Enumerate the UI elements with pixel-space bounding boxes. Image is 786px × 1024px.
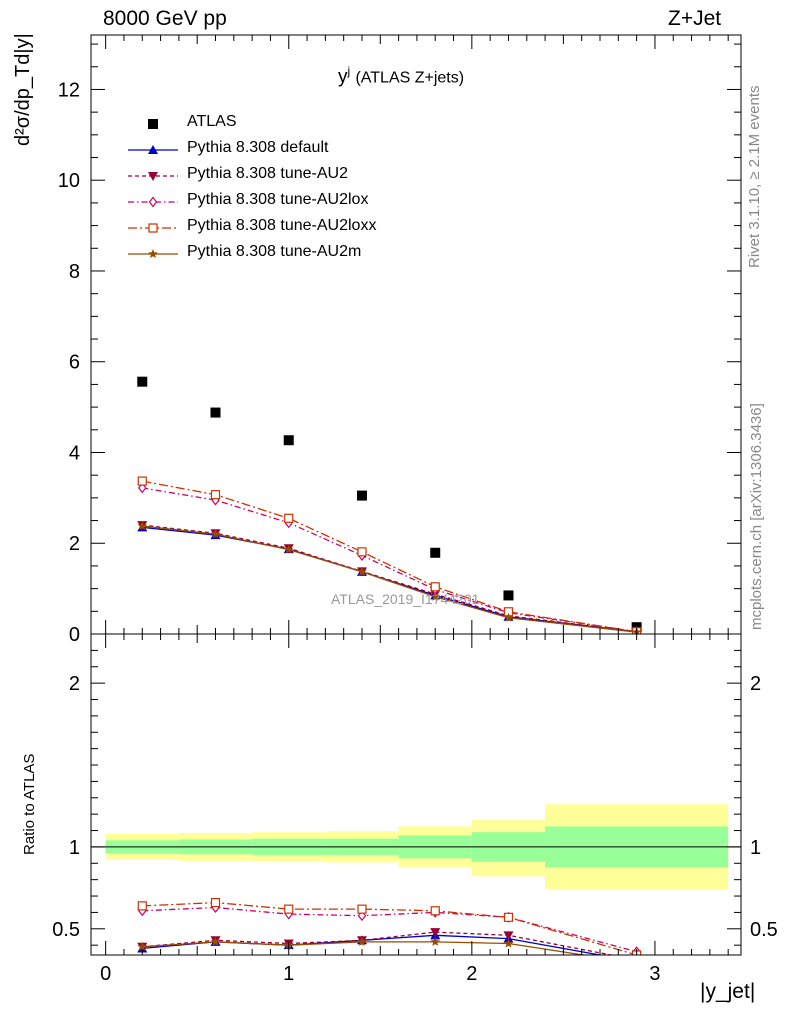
legend-entry-atlas: ATLAS: [128, 112, 448, 136]
main-point-atlas: [356, 490, 367, 501]
legend-label: Pythia 8.308 default: [187, 139, 329, 156]
x-tick-label: 2: [466, 963, 477, 985]
plot-title-main: y: [338, 66, 348, 88]
ratio-point-pythia-8-308-tune-au2m: [137, 941, 147, 951]
ratio-y-tick-label-right: 1: [750, 837, 761, 859]
legend-entry-pythia-8-308-tune-au2lox: Pythia 8.308 tune-AU2lox: [128, 190, 448, 214]
main-y-axis-label-text: d²σ/dp_Td|y|: [12, 33, 34, 146]
ratio-point-pythia-8-308-tune-au2m: [430, 936, 440, 946]
legend-marker: [148, 145, 158, 154]
x-tick-label: 1: [283, 963, 294, 985]
ratio-y-tick-label-left: 0.5: [52, 919, 80, 941]
legend-label: Pythia 8.308 tune-AU2m: [187, 243, 362, 260]
main-point-pythia-8-308-tune-au2m: [210, 529, 221, 539]
legend-label: ATLAS: [187, 113, 237, 130]
main-point-pythia-8-308-tune-au2m: [357, 566, 367, 576]
main-point-atlas: [210, 407, 221, 418]
legend-swatch-atlas: [148, 119, 158, 129]
ratio-point-pythia-8-308-tune-au2loxx: [137, 901, 147, 911]
legend-marker: [148, 223, 158, 233]
main-series-group: [137, 376, 642, 634]
rivet-version-label: Rivet 3.1.10, ≥ 2.1M events: [746, 86, 763, 269]
legend-entry-pythia-8-308-default: Pythia 8.308 default: [128, 138, 448, 162]
legend-entry-pythia-8-308-tune-au2m: Pythia 8.308 tune-AU2m: [128, 242, 448, 266]
main-line-pythia-8-308-tune-au2: [142, 524, 637, 633]
ratio-point-pythia-8-308-tune-au2: [430, 928, 441, 938]
main-y-tick-label: 10: [58, 170, 80, 192]
legend-entry-pythia-8-308-tune-au2: Pythia 8.308 tune-AU2: [128, 164, 448, 188]
ratio-y-tick-label-right: 0.5: [750, 919, 778, 941]
ratio-point-pythia-8-308-tune-au2loxx: [430, 906, 440, 916]
x-tick-label: 0: [100, 963, 111, 985]
legend-swatch-pythia-8-308-tune-au2m: [128, 249, 178, 258]
legend-swatch-pythia-8-308-default: [128, 145, 178, 154]
main-y-axis-label: d²σ/dp_Td|y|: [12, 33, 35, 146]
legend-entry-pythia-8-308-tune-au2loxx: Pythia 8.308 tune-AU2loxx: [128, 216, 448, 240]
main-point-pythia-8-308-tune-au2m: [284, 544, 294, 554]
rivet-version-text: Rivet 3.1.10, ≥ 2.1M events: [746, 85, 763, 269]
ratio-point-pythia-8-308-tune-au2m: [632, 958, 642, 967]
ratio-y-tick-label-right: 2: [750, 673, 761, 695]
ratio-point-pythia-8-308-tune-au2loxx: [210, 897, 221, 908]
ratio-plot-frame: [90, 633, 742, 956]
main-point-pythia-8-308-tune-au2loxx: [357, 547, 367, 557]
ratio-point-pythia-8-308-tune-au2loxx: [284, 904, 294, 914]
mcplots-label: mcplots.cern.ch [arXiv:1306.3436]: [748, 403, 765, 630]
legend-swatch-pythia-8-308-tune-au2: [128, 172, 178, 181]
legend-label: Pythia 8.308 tune-AU2loxx: [187, 217, 377, 234]
main-y-tick-label: 12: [58, 79, 80, 101]
ratio-point-pythia-8-308-tune-au2m: [503, 938, 514, 948]
legend-marker: [148, 196, 158, 208]
legend-marker: [148, 119, 158, 129]
ratio-y-axis-label: Ratio to ATLAS: [21, 754, 38, 855]
legend-label: Pythia 8.308 tune-AU2lox: [187, 191, 369, 208]
ratio-y-axis-label-text: Ratio to ATLAS: [21, 753, 38, 855]
main-point-pythia-8-308-tune-au2loxx: [210, 490, 221, 500]
x-tick-label: 3: [649, 963, 660, 985]
ratio-point-pythia-8-308-tune-au2: [503, 931, 514, 941]
plot-title-superscript: j: [347, 64, 351, 78]
main-y-tick-label: 2: [69, 533, 80, 555]
ratio-point-pythia-8-308-tune-au2: [632, 956, 642, 965]
main-point-atlas: [137, 376, 148, 387]
ratio-y-tick-label-left: 2: [69, 673, 80, 695]
ratio-point-pythia-8-308-tune-au2m: [210, 936, 221, 946]
main-point-atlas: [503, 590, 514, 601]
main-y-tick-label: 6: [69, 352, 80, 374]
mcplots-text: mcplots.cern.ch [arXiv:1306.3436]: [748, 403, 765, 630]
main-point-pythia-8-308-tune-au2loxx: [137, 476, 147, 486]
main-y-tick-label: 8: [69, 261, 80, 283]
main-point-atlas: [283, 435, 294, 446]
legend-swatch-pythia-8-308-tune-au2lox: [128, 196, 178, 208]
main-point-pythia-8-308-tune-au2m: [137, 521, 147, 530]
plot-title: yj (ATLAS Z+jets): [338, 64, 464, 88]
ratio-y-tick-label-left: 1: [69, 837, 80, 859]
main-point-pythia-8-308-tune-au2loxx: [430, 582, 440, 592]
main-line-pythia-8-308-tune-au2lox: [142, 487, 637, 633]
x-axis-label-text: |y_jet|: [700, 980, 756, 1003]
ratio-point-pythia-8-308-tune-au2loxx: [503, 912, 514, 922]
main-y-tick-label: 0: [69, 624, 80, 646]
main-point-pythia-8-308-tune-au2m: [430, 591, 440, 601]
legend-label: Pythia 8.308 tune-AU2: [187, 165, 348, 182]
legend-marker: [148, 172, 158, 181]
main-point-pythia-8-308-tune-au2loxx: [284, 513, 294, 523]
main-y-tick-label: 4: [69, 442, 80, 464]
ratio-point-pythia-8-308-tune-au2loxx: [357, 904, 367, 914]
ratio-point-pythia-8-308-tune-au2m: [357, 936, 367, 946]
x-axis-label: |y_jet|: [700, 980, 755, 1004]
ratio-series-group: [137, 897, 642, 967]
legend-swatch-pythia-8-308-tune-au2loxx: [128, 223, 178, 233]
header-right-label: Z+Jet: [668, 7, 722, 30]
ratio-point-pythia-8-308-default: [632, 957, 642, 966]
legend-marker: [148, 249, 158, 258]
main-point-atlas: [430, 547, 441, 558]
plot-title-rest: (ATLAS Z+jets): [355, 69, 465, 87]
main-point-pythia-8-308-tune-au2m: [503, 612, 514, 622]
analysis-watermark: ATLAS_2019_I1744201: [331, 591, 480, 607]
main-line-pythia-8-308-tune-au2m: [142, 525, 637, 633]
header-left-label: 8000 GeV pp: [103, 7, 227, 30]
